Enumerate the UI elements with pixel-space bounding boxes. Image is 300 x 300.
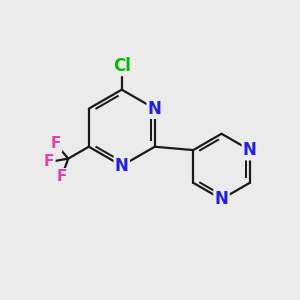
Text: Cl: Cl (113, 57, 131, 75)
Text: N: N (243, 141, 257, 159)
Text: F: F (56, 169, 67, 184)
Text: N: N (115, 157, 129, 175)
Text: N: N (148, 100, 162, 118)
Text: F: F (51, 136, 61, 151)
Text: N: N (214, 190, 229, 208)
Text: F: F (44, 154, 54, 169)
